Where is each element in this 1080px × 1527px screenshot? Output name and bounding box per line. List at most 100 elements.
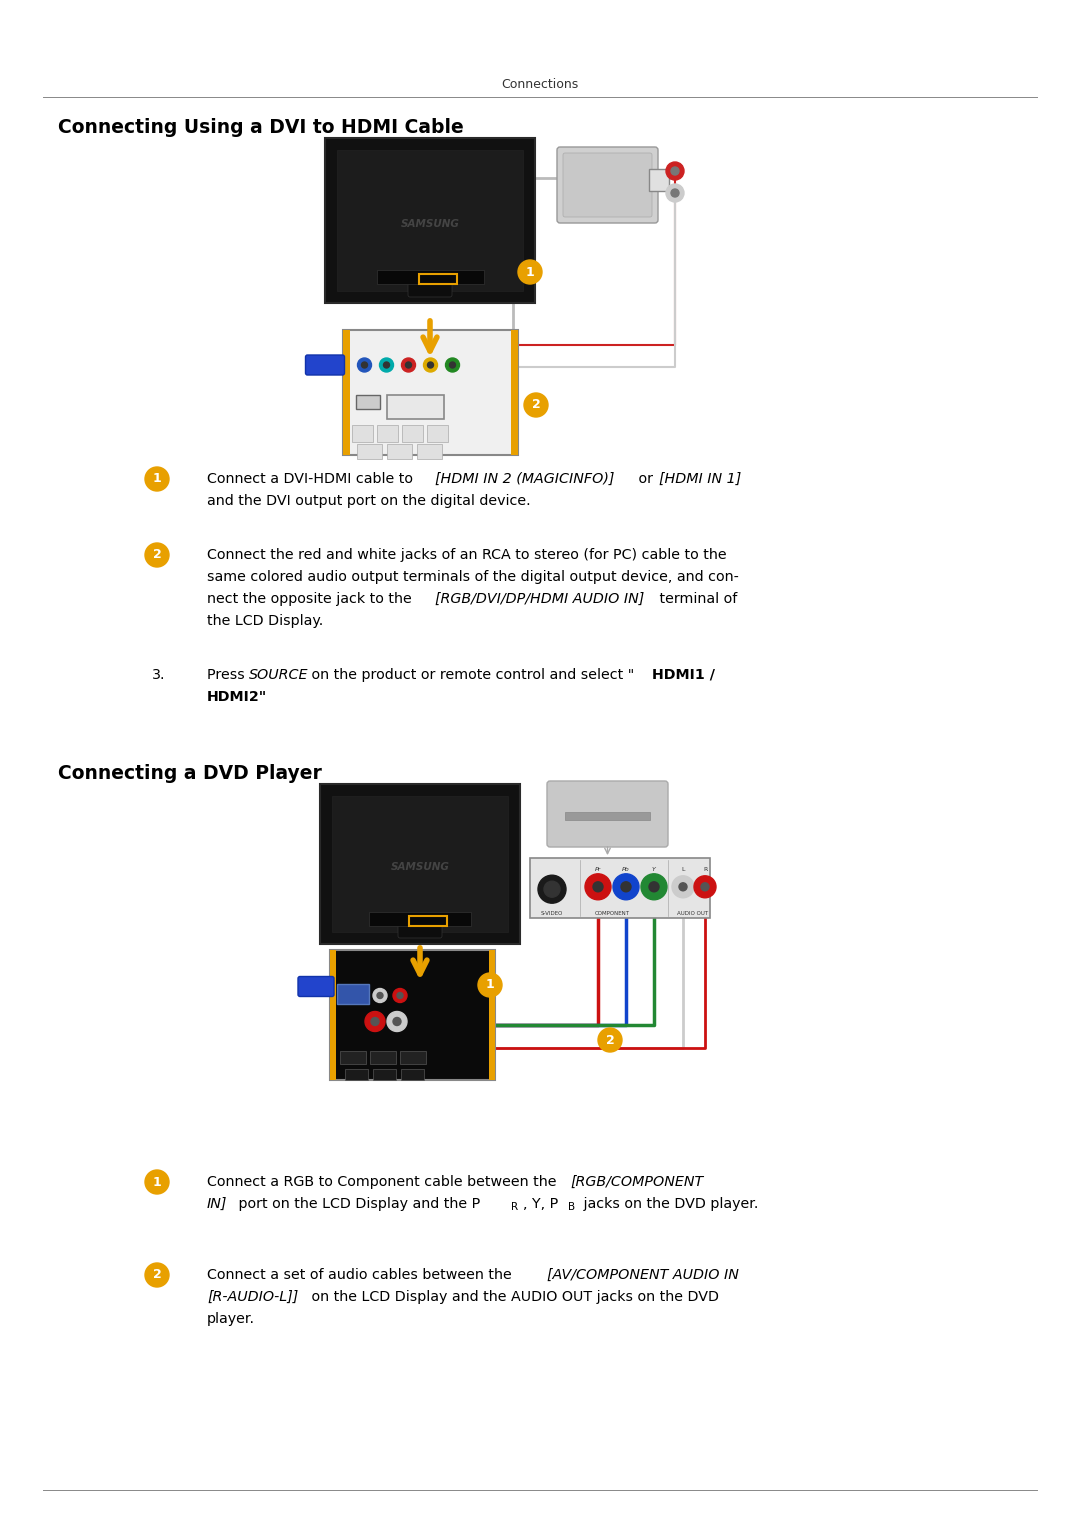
FancyBboxPatch shape — [337, 150, 523, 292]
Text: S-VIDEO: S-VIDEO — [541, 910, 563, 916]
Text: Press: Press — [207, 667, 249, 683]
FancyBboxPatch shape — [417, 444, 442, 460]
FancyBboxPatch shape — [342, 330, 350, 455]
Text: player.: player. — [207, 1312, 255, 1325]
Circle shape — [671, 166, 679, 176]
FancyBboxPatch shape — [408, 279, 453, 296]
FancyBboxPatch shape — [345, 1069, 367, 1080]
Circle shape — [701, 883, 708, 890]
Circle shape — [649, 881, 659, 892]
Circle shape — [538, 875, 566, 902]
Text: on the product or remote control and select ": on the product or remote control and sel… — [307, 667, 634, 683]
Circle shape — [449, 362, 456, 368]
Circle shape — [671, 189, 679, 197]
FancyBboxPatch shape — [298, 976, 334, 997]
FancyBboxPatch shape — [337, 983, 369, 1003]
Text: [RGB/COMPONENT: [RGB/COMPONENT — [207, 1197, 340, 1211]
FancyBboxPatch shape — [402, 425, 423, 443]
Circle shape — [145, 467, 168, 492]
FancyBboxPatch shape — [511, 330, 517, 455]
Text: or: or — [634, 472, 658, 486]
FancyBboxPatch shape — [377, 425, 399, 443]
FancyBboxPatch shape — [339, 1051, 365, 1064]
Text: [HDMI IN 1]: [HDMI IN 1] — [659, 472, 741, 486]
FancyBboxPatch shape — [489, 950, 495, 1080]
Text: and the DVI output port on the digital device.: and the DVI output port on the digital d… — [207, 495, 530, 508]
FancyBboxPatch shape — [563, 153, 652, 217]
Text: Connect a DVI-HDMI cable to: Connect a DVI-HDMI cable to — [207, 472, 418, 486]
Text: [R-AUDIO-L]]: [R-AUDIO-L]] — [207, 1290, 298, 1304]
Text: Pr: Pr — [595, 867, 602, 872]
Text: Pb: Pb — [622, 867, 630, 872]
Text: [RGB/COMPONENT: [RGB/COMPONENT — [570, 1174, 703, 1190]
FancyBboxPatch shape — [373, 1069, 395, 1080]
Text: Connecting a DVD Player: Connecting a DVD Player — [58, 764, 322, 783]
Text: [RGB/DVI/DP/HDMI AUDIO IN]: [RGB/DVI/DP/HDMI AUDIO IN] — [435, 592, 645, 606]
FancyBboxPatch shape — [342, 330, 517, 455]
FancyBboxPatch shape — [355, 395, 379, 409]
Text: 1: 1 — [526, 266, 535, 278]
FancyBboxPatch shape — [369, 1051, 395, 1064]
FancyBboxPatch shape — [565, 812, 650, 820]
Text: B: B — [568, 1202, 576, 1212]
Circle shape — [585, 873, 611, 899]
Text: nect the opposite jack to the: nect the opposite jack to the — [207, 592, 416, 606]
Text: R: R — [511, 1202, 518, 1212]
FancyBboxPatch shape — [427, 425, 448, 443]
Text: 2: 2 — [152, 548, 161, 562]
FancyBboxPatch shape — [387, 444, 411, 460]
Circle shape — [593, 881, 603, 892]
FancyBboxPatch shape — [377, 270, 484, 284]
FancyBboxPatch shape — [400, 1051, 426, 1064]
Text: port on the LCD Display and the P: port on the LCD Display and the P — [234, 1197, 481, 1211]
FancyBboxPatch shape — [330, 950, 336, 1080]
FancyBboxPatch shape — [357, 444, 382, 460]
Text: , Y, P: , Y, P — [523, 1197, 558, 1211]
Text: same colored audio output terminals of the digital output device, and con-: same colored audio output terminals of t… — [207, 570, 739, 583]
Text: Connect a RGB to Component cable between the: Connect a RGB to Component cable between… — [207, 1174, 561, 1190]
Text: Connections: Connections — [501, 78, 579, 92]
Text: 2: 2 — [606, 1034, 615, 1046]
FancyBboxPatch shape — [399, 919, 442, 938]
Text: SOURCE: SOURCE — [249, 667, 309, 683]
Circle shape — [666, 162, 684, 180]
Text: the LCD Display.: the LCD Display. — [207, 614, 323, 628]
Circle shape — [598, 1028, 622, 1052]
Circle shape — [672, 876, 694, 898]
Text: 3.: 3. — [152, 667, 165, 683]
FancyBboxPatch shape — [352, 425, 373, 443]
Text: L: L — [681, 867, 685, 872]
Circle shape — [372, 1017, 379, 1026]
Text: Y: Y — [652, 867, 656, 872]
Circle shape — [357, 357, 372, 373]
Circle shape — [145, 544, 168, 567]
Circle shape — [423, 357, 437, 373]
FancyBboxPatch shape — [557, 147, 658, 223]
Circle shape — [402, 357, 416, 373]
FancyBboxPatch shape — [546, 780, 669, 847]
Circle shape — [365, 1011, 384, 1032]
Text: 1: 1 — [152, 472, 161, 486]
Text: HDMI1 /: HDMI1 / — [652, 667, 715, 683]
Circle shape — [694, 876, 716, 898]
FancyBboxPatch shape — [306, 354, 345, 376]
Text: Connect a set of audio cables between the: Connect a set of audio cables between th… — [207, 1267, 516, 1283]
Text: Connect the red and white jacks of an RCA to stereo (for PC) cable to the: Connect the red and white jacks of an RC… — [207, 548, 727, 562]
Text: R: R — [703, 867, 707, 872]
Circle shape — [518, 260, 542, 284]
Text: SAMSUNG: SAMSUNG — [391, 863, 449, 872]
Text: jacks on the DVD player.: jacks on the DVD player. — [579, 1197, 758, 1211]
Text: terminal of: terminal of — [654, 592, 738, 606]
Circle shape — [387, 1011, 407, 1032]
Text: COMPONENT: COMPONENT — [594, 910, 630, 916]
Text: AUDIO OUT: AUDIO OUT — [677, 910, 708, 916]
FancyBboxPatch shape — [401, 1069, 423, 1080]
Circle shape — [679, 883, 687, 890]
Text: SAMSUNG: SAMSUNG — [401, 218, 459, 229]
FancyBboxPatch shape — [332, 796, 508, 931]
FancyBboxPatch shape — [330, 950, 495, 1080]
FancyBboxPatch shape — [325, 137, 535, 302]
Text: 1: 1 — [152, 1176, 161, 1188]
FancyBboxPatch shape — [369, 912, 471, 927]
Circle shape — [397, 993, 403, 999]
